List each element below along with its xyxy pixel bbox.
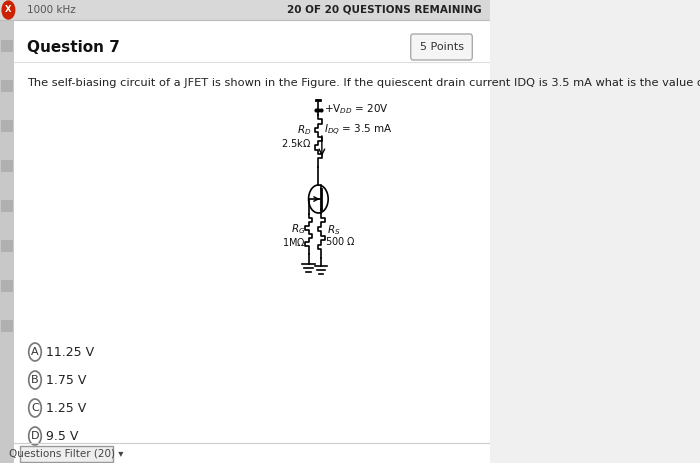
FancyBboxPatch shape — [1, 120, 13, 132]
Text: 11.25 V: 11.25 V — [46, 345, 94, 358]
FancyBboxPatch shape — [1, 320, 13, 332]
Text: D: D — [31, 431, 39, 441]
FancyBboxPatch shape — [1, 200, 13, 212]
Text: Questions Filter (20) ▾: Questions Filter (20) ▾ — [9, 449, 124, 459]
Text: $I_{DQ}$ = 3.5 mA: $I_{DQ}$ = 3.5 mA — [324, 123, 393, 138]
FancyBboxPatch shape — [1, 280, 13, 292]
Text: 2.5k$\Omega$: 2.5k$\Omega$ — [281, 137, 312, 149]
Text: X: X — [5, 6, 12, 14]
Text: B: B — [32, 375, 38, 385]
Text: +V$_{DD}$ = 20V: +V$_{DD}$ = 20V — [324, 102, 389, 116]
Text: $R_S$: $R_S$ — [327, 223, 340, 237]
FancyBboxPatch shape — [1, 160, 13, 172]
FancyBboxPatch shape — [411, 34, 472, 60]
FancyBboxPatch shape — [14, 20, 490, 463]
Text: 1.25 V: 1.25 V — [46, 401, 86, 414]
Text: 500 $\Omega$: 500 $\Omega$ — [326, 235, 356, 247]
Text: 1.75 V: 1.75 V — [46, 374, 87, 387]
Text: 1M$\Omega$: 1M$\Omega$ — [282, 236, 306, 248]
Text: 5 Points: 5 Points — [419, 42, 463, 52]
FancyBboxPatch shape — [1, 40, 13, 52]
Text: 9.5 V: 9.5 V — [46, 430, 78, 443]
Text: 20 OF 20 QUESTIONS REMAINING: 20 OF 20 QUESTIONS REMAINING — [287, 5, 482, 15]
Text: Question 7: Question 7 — [27, 40, 120, 56]
FancyBboxPatch shape — [1, 80, 13, 92]
FancyBboxPatch shape — [0, 20, 14, 463]
Text: $R_D$: $R_D$ — [297, 123, 312, 137]
FancyBboxPatch shape — [20, 446, 113, 462]
Text: C: C — [31, 403, 39, 413]
Circle shape — [2, 1, 15, 19]
Text: The self-biasing circuit of a JFET is shown in the Figure. If the quiescent drai: The self-biasing circuit of a JFET is sh… — [27, 78, 700, 88]
FancyBboxPatch shape — [1, 240, 13, 252]
FancyBboxPatch shape — [0, 0, 490, 20]
Text: A: A — [32, 347, 38, 357]
Text: $R_G$: $R_G$ — [291, 222, 306, 236]
Text: 1000 kHz: 1000 kHz — [27, 5, 76, 15]
